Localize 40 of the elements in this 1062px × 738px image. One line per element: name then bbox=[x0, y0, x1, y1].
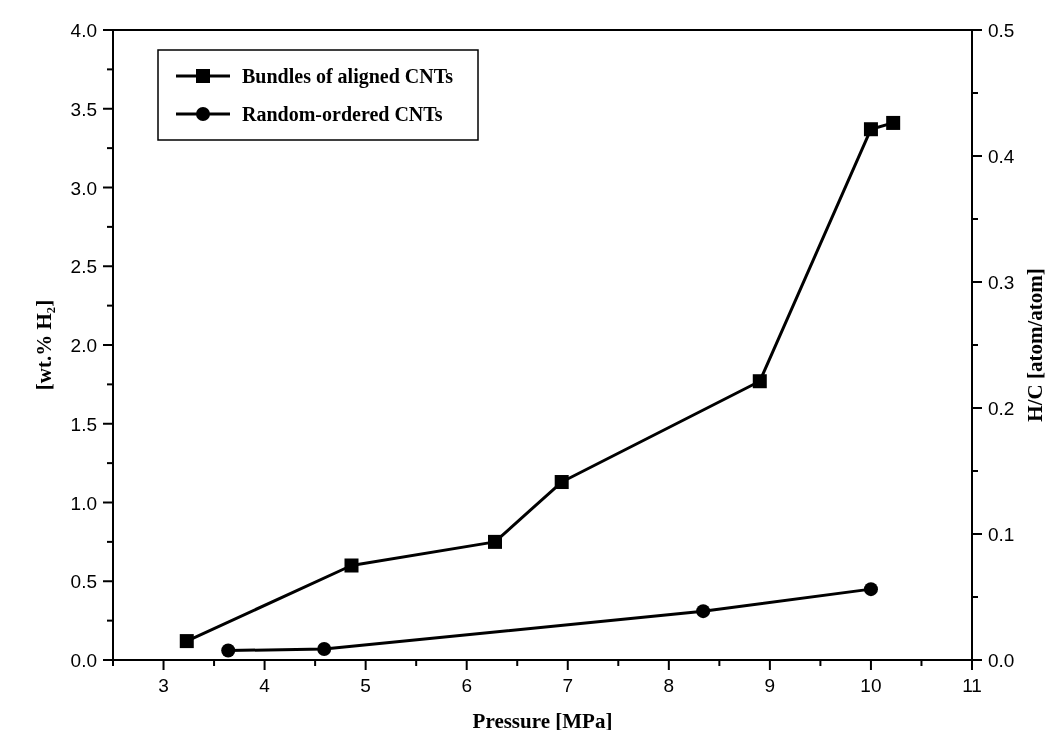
x-tick-label: 7 bbox=[562, 675, 574, 696]
y-tick-label: 3.0 bbox=[70, 177, 97, 199]
y2-tick-label: 0.0 bbox=[988, 650, 1015, 671]
point bbox=[344, 558, 359, 573]
y-tick-label: 0.0 bbox=[70, 650, 97, 671]
point bbox=[752, 374, 767, 389]
y-tick-label: 1.0 bbox=[70, 492, 97, 514]
point bbox=[179, 634, 194, 649]
y2-tick-label: 0.2 bbox=[988, 398, 1015, 419]
y-axis-title: [wt.% H₂] bbox=[32, 299, 56, 391]
y2-tick-label: 0.4 bbox=[988, 146, 1015, 167]
point bbox=[317, 641, 332, 656]
legend-label: Random-ordered CNTs bbox=[242, 103, 443, 125]
legend-label: Bundles of aligned CNTs bbox=[242, 65, 454, 88]
point bbox=[886, 115, 901, 130]
y-tick-label: 3.5 bbox=[70, 98, 97, 120]
y-tick-label: 1.5 bbox=[70, 413, 97, 435]
point bbox=[488, 534, 502, 549]
point bbox=[554, 475, 569, 490]
point bbox=[863, 582, 878, 597]
y2-tick-label: 0.3 bbox=[988, 272, 1015, 293]
y-tick-label: 0.5 bbox=[70, 571, 97, 593]
y-tick-label: 2.0 bbox=[70, 335, 97, 356]
x-tick-label: 11 bbox=[962, 675, 982, 696]
x-tick-label: 4 bbox=[259, 675, 271, 696]
x-tick-label: 3 bbox=[158, 675, 169, 696]
point bbox=[696, 604, 711, 619]
y2-axis-title: H/C [atom/atom] bbox=[1023, 268, 1047, 422]
x-tick-label: 10 bbox=[860, 675, 882, 696]
x-tick-label: 5 bbox=[360, 675, 371, 696]
y2-tick-label: 0.1 bbox=[988, 524, 1015, 545]
point bbox=[221, 643, 236, 658]
y-tick-label: 2.5 bbox=[70, 256, 97, 278]
x-tick-label: 6 bbox=[461, 675, 472, 696]
point bbox=[863, 122, 878, 137]
x-tick-label: 9 bbox=[764, 675, 776, 696]
y-tick-label: 4.0 bbox=[70, 20, 97, 41]
x-tick-label: 8 bbox=[663, 675, 675, 696]
y2-tick-label: 0.5 bbox=[988, 20, 1015, 41]
x-axis-title: Pressure [MPa] bbox=[472, 709, 613, 733]
